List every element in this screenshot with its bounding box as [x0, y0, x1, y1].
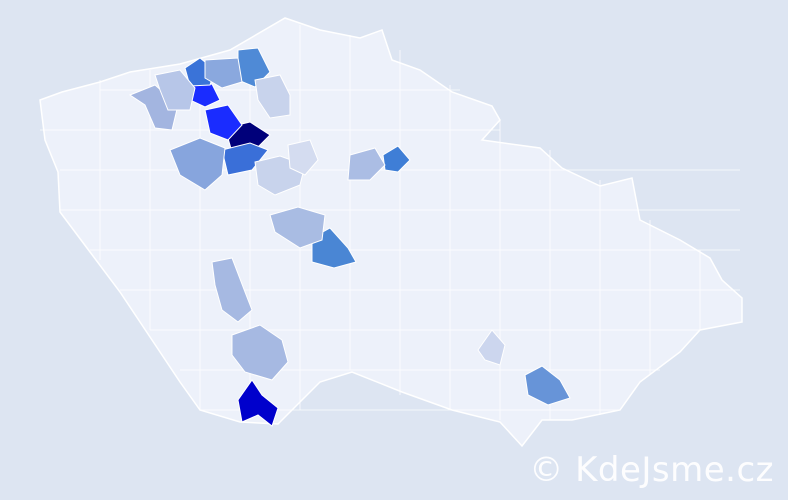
district-medium[interactable]	[169, 137, 226, 191]
district-very-low[interactable]	[477, 329, 506, 366]
district-low[interactable]	[347, 147, 386, 181]
district-very-low[interactable]	[254, 74, 291, 119]
district-medium-high[interactable]	[311, 227, 357, 269]
district-low[interactable]	[211, 257, 253, 323]
district-high[interactable]	[221, 142, 269, 176]
district-very-high[interactable]	[237, 379, 279, 427]
watermark: © KdeJsme.cz	[529, 450, 774, 490]
district-medium[interactable]	[524, 365, 571, 406]
district-high[interactable]	[382, 145, 411, 173]
country-outline	[39, 17, 743, 448]
district-medium[interactable]	[204, 57, 243, 89]
district-very-high[interactable]	[204, 104, 243, 141]
district-low[interactable]	[154, 69, 196, 111]
district-low[interactable]	[231, 324, 289, 381]
district-low[interactable]	[269, 206, 326, 249]
district-very-low[interactable]	[287, 139, 319, 176]
